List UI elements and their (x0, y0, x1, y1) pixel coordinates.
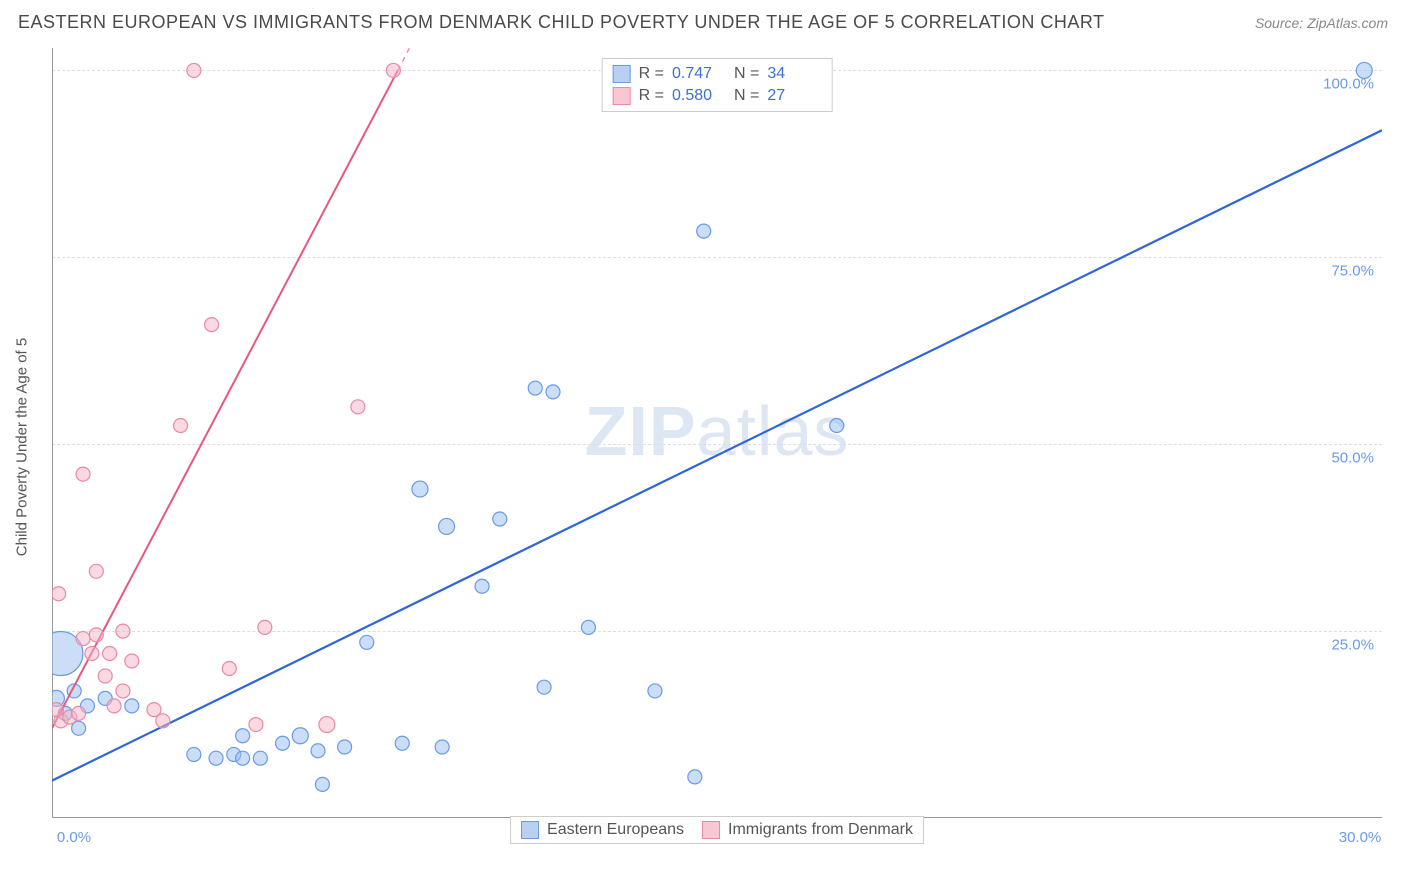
legend-swatch (521, 821, 539, 839)
legend-item: Immigrants from Denmark (702, 821, 913, 839)
data-point (338, 740, 352, 754)
data-point (648, 684, 662, 698)
data-point (319, 717, 335, 733)
n-value: 27 (767, 87, 821, 105)
data-point (156, 714, 170, 728)
data-point (107, 699, 121, 713)
data-point (76, 632, 90, 646)
n-value: 34 (767, 65, 821, 83)
data-point (174, 419, 188, 433)
data-point (528, 381, 542, 395)
x-tick-label: 30.0% (1339, 829, 1382, 846)
data-point (187, 63, 201, 77)
r-label: R = (639, 87, 664, 105)
x-tick-label: 0.0% (57, 829, 91, 846)
data-point (386, 63, 400, 77)
data-point (89, 628, 103, 642)
r-label: R = (639, 65, 664, 83)
data-point (52, 703, 63, 717)
data-point (236, 751, 250, 765)
n-label: N = (734, 65, 759, 83)
data-point (52, 587, 66, 601)
data-point (276, 736, 290, 750)
data-point (205, 318, 219, 332)
data-point (412, 481, 428, 497)
data-point (315, 777, 329, 791)
data-point (187, 747, 201, 761)
data-point (351, 400, 365, 414)
data-point (89, 564, 103, 578)
data-point (249, 718, 263, 732)
data-point (103, 647, 117, 661)
r-value: 0.580 (672, 87, 726, 105)
legend-label: Eastern Europeans (547, 821, 684, 839)
data-point (125, 699, 139, 713)
data-point (439, 518, 455, 534)
data-point (222, 661, 236, 675)
data-point (493, 512, 507, 526)
data-point (435, 740, 449, 754)
data-point (537, 680, 551, 694)
y-tick-label: 25.0% (1331, 637, 1374, 654)
legend-swatch (613, 65, 631, 83)
y-tick-label: 100.0% (1323, 76, 1374, 93)
y-tick-label: 75.0% (1331, 263, 1374, 280)
data-point (360, 635, 374, 649)
data-point (236, 729, 250, 743)
data-point (209, 751, 223, 765)
data-point (581, 620, 595, 634)
data-point (98, 669, 112, 683)
data-point (311, 744, 325, 758)
stats-row: R = 0.580 N = 27 (613, 85, 822, 107)
plot-area: ZIPatlas 25.0%50.0%75.0%100.0% 0.0%30.0%… (52, 48, 1382, 846)
data-point (116, 624, 130, 638)
chart-container: Child Poverty Under the Age of 5 ZIPatla… (52, 48, 1382, 846)
legend-item: Eastern Europeans (521, 821, 684, 839)
data-point (253, 751, 267, 765)
data-point (85, 647, 99, 661)
data-point (72, 706, 86, 720)
legend-swatch (613, 87, 631, 105)
data-point (258, 620, 272, 634)
data-point (292, 728, 308, 744)
data-point (475, 579, 489, 593)
data-point (830, 419, 844, 433)
y-tick-label: 50.0% (1331, 450, 1374, 467)
data-point (688, 770, 702, 784)
source-label: Source: ZipAtlas.com (1255, 15, 1388, 31)
legend-swatch (702, 821, 720, 839)
stats-box: R = 0.747 N = 34 R = 0.580 N = 27 (602, 58, 833, 112)
legend-label: Immigrants from Denmark (728, 821, 913, 839)
data-point (697, 224, 711, 238)
data-point (125, 654, 139, 668)
data-point (116, 684, 130, 698)
chart-title: EASTERN EUROPEAN VS IMMIGRANTS FROM DENM… (18, 12, 1105, 33)
data-point (76, 467, 90, 481)
data-point (395, 736, 409, 750)
r-value: 0.747 (672, 65, 726, 83)
y-axis-label: Child Poverty Under the Age of 5 (14, 338, 31, 556)
bottom-legend: Eastern Europeans Immigrants from Denmark (510, 816, 924, 844)
plot-svg (52, 48, 1382, 846)
stats-row: R = 0.747 N = 34 (613, 63, 822, 85)
data-point (546, 385, 560, 399)
n-label: N = (734, 87, 759, 105)
